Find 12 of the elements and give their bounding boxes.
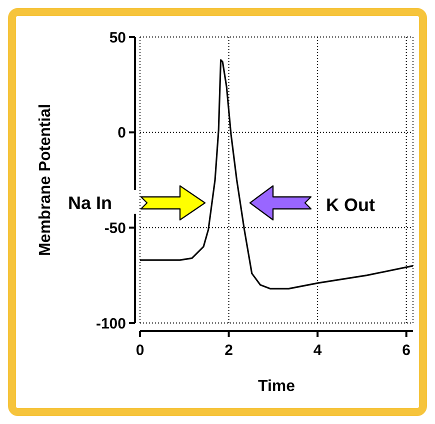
y-axis-title: Membrane Potential (37, 104, 54, 256)
y-tick-label: -50 (104, 220, 126, 237)
x-axis-title: Time (258, 378, 296, 395)
text: Na In (68, 193, 112, 214)
x-tick-label: 6 (402, 342, 411, 359)
x-tick-label: 2 (224, 342, 233, 359)
y-tick-label: -100 (96, 315, 126, 332)
y-tick-label: 0 (118, 124, 126, 142)
annotation: K Out (326, 195, 375, 216)
y-tick-label: 50 (109, 29, 126, 46)
x-tick-label: 0 (136, 342, 144, 359)
x-tick-label: 4 (313, 342, 322, 359)
